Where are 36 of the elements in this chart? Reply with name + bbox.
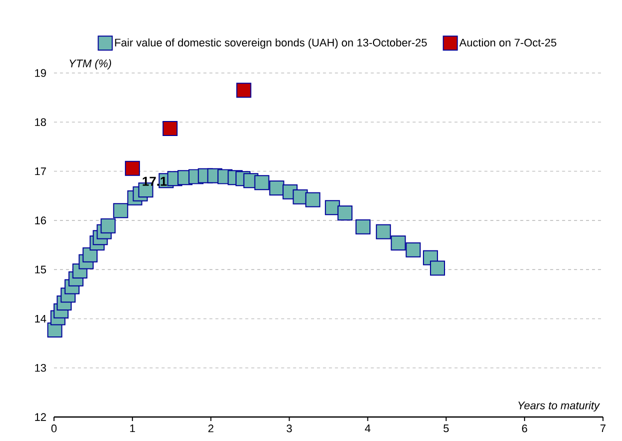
y-tick-label: 15	[35, 266, 46, 274]
x-tick-label: 6	[522, 424, 528, 432]
x-tick-label: 4	[364, 424, 370, 432]
legend-label: Fair value of domestic sovereign bonds (UAH) on 13-October-25	[115, 38, 427, 49]
x-tick-label: 2	[208, 424, 214, 432]
point	[162, 121, 178, 136]
point	[100, 218, 116, 234]
y-tick-label: 14	[35, 314, 46, 322]
y-tick-label: 19	[35, 69, 46, 77]
y-tick-label: 12	[35, 413, 46, 421]
point	[324, 200, 340, 216]
y-tick-label: 18	[35, 118, 46, 126]
point	[376, 224, 391, 240]
x-tick-label: 5	[444, 424, 449, 432]
point	[113, 203, 128, 218]
point	[254, 175, 270, 190]
point	[337, 206, 352, 221]
point	[406, 242, 421, 258]
x-tick-label: 0	[51, 424, 57, 432]
legend-label: Auction on 7-Oct-25	[459, 38, 556, 46]
point	[82, 247, 98, 262]
y-tick-label: 13	[35, 364, 46, 372]
point	[124, 160, 140, 176]
point	[269, 180, 284, 196]
x-tick-label: 1	[130, 424, 135, 432]
y-tick-label: 17	[35, 168, 46, 176]
point	[305, 192, 320, 208]
point	[356, 219, 371, 234]
point	[430, 260, 446, 276]
y-axis-title: YTM (%)	[70, 59, 112, 70]
point	[236, 82, 252, 98]
x-tick-label: 7	[600, 424, 606, 432]
y-tick-label: 16	[35, 216, 46, 224]
point	[390, 236, 406, 251]
x-tick-label: 3	[286, 424, 292, 432]
x-axis-title: Years to maturity	[518, 401, 600, 412]
